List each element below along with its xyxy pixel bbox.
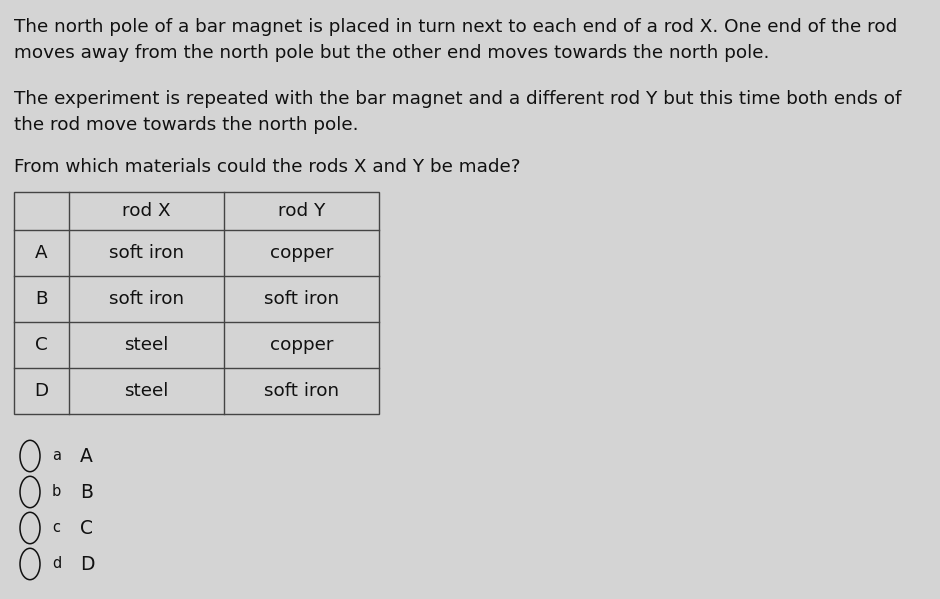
- Text: A: A: [35, 244, 48, 262]
- Text: B: B: [36, 290, 48, 308]
- Text: C: C: [80, 519, 93, 537]
- Ellipse shape: [20, 440, 40, 471]
- Ellipse shape: [20, 476, 40, 508]
- Text: C: C: [35, 336, 48, 354]
- Text: steel: steel: [124, 336, 168, 354]
- Text: soft iron: soft iron: [264, 382, 339, 400]
- Text: a: a: [52, 449, 61, 464]
- Text: b: b: [52, 485, 61, 500]
- Text: D: D: [35, 382, 49, 400]
- Text: rod X: rod X: [122, 202, 171, 220]
- Text: steel: steel: [124, 382, 168, 400]
- Text: The north pole of a bar magnet is placed in turn next to each end of a rod X. On: The north pole of a bar magnet is placed…: [14, 18, 898, 62]
- Text: A: A: [80, 446, 93, 465]
- Bar: [14, 192, 379, 414]
- Ellipse shape: [20, 548, 40, 580]
- Text: soft iron: soft iron: [264, 290, 339, 308]
- Text: copper: copper: [270, 336, 334, 354]
- Text: rod Y: rod Y: [278, 202, 325, 220]
- Text: c: c: [52, 521, 60, 536]
- Ellipse shape: [20, 512, 40, 544]
- Text: d: d: [52, 556, 61, 571]
- Text: B: B: [80, 483, 93, 501]
- Text: The experiment is repeated with the bar magnet and a different rod Y but this ti: The experiment is repeated with the bar …: [14, 90, 901, 134]
- Text: From which materials could the rods X and Y be made?: From which materials could the rods X an…: [14, 158, 521, 176]
- Text: soft iron: soft iron: [109, 290, 184, 308]
- Text: D: D: [80, 555, 95, 573]
- Text: soft iron: soft iron: [109, 244, 184, 262]
- Text: copper: copper: [270, 244, 334, 262]
